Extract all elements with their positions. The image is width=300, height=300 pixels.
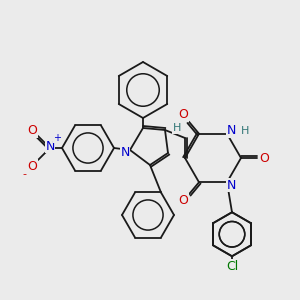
Text: H: H [173, 123, 181, 133]
Text: H: H [241, 126, 249, 136]
Text: O: O [27, 160, 37, 172]
Text: +: + [53, 133, 61, 143]
Text: O: O [178, 108, 188, 121]
Text: O: O [259, 152, 269, 164]
Text: N: N [226, 179, 236, 192]
Text: -: - [22, 169, 26, 179]
Text: O: O [178, 194, 188, 207]
Text: N: N [120, 146, 130, 158]
Text: N: N [45, 140, 55, 152]
Text: Cl: Cl [226, 260, 238, 273]
Text: O: O [27, 124, 37, 137]
Text: N: N [226, 124, 236, 137]
